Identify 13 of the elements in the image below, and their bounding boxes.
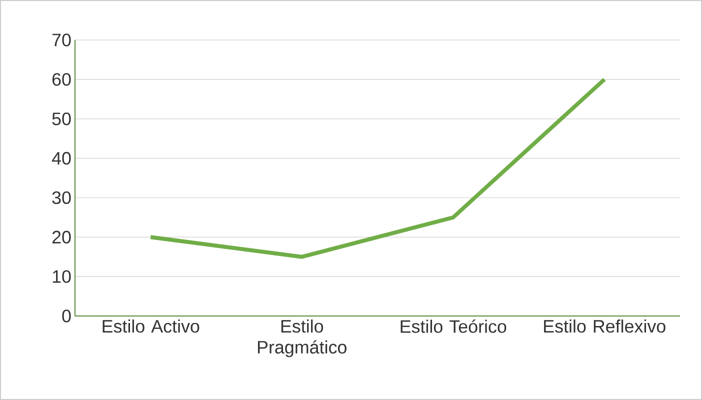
y-tick-label: 70	[52, 34, 71, 46]
x-tick-label: Estilo Pragmático	[258, 320, 346, 358]
y-tick-label: 50	[52, 112, 71, 126]
y-tick-label: 60	[52, 73, 71, 86]
y-tick-label: 40	[52, 152, 71, 165]
y-tick-label: 0	[62, 310, 71, 322]
x-tick-label: Estilo Activo	[102, 320, 200, 333]
line-series	[148, 77, 606, 259]
x-tick-label: Estilo Teórico	[400, 320, 506, 333]
y-tick-label: 20	[52, 230, 71, 244]
y-tick-label: 10	[52, 270, 71, 283]
y-tick-label: 30	[52, 191, 71, 204]
x-tick-label: Estilo Reflexivo	[544, 320, 666, 333]
